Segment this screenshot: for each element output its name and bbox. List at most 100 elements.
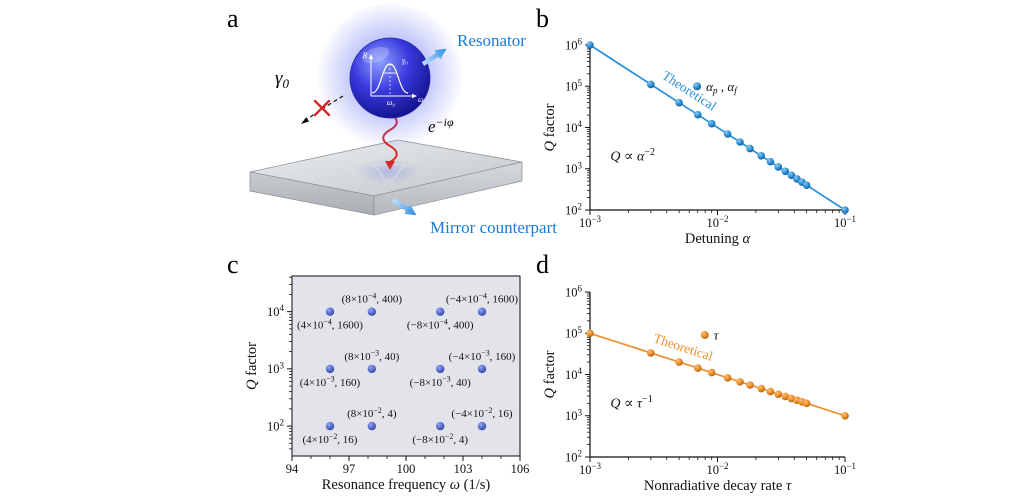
text-run: (−8×10: [410, 377, 443, 389]
data-point: [766, 387, 775, 396]
data-point: [477, 421, 487, 431]
data-point: [675, 358, 683, 366]
gamma-base: γ: [275, 68, 283, 89]
x-tick-label: 10−2: [706, 461, 728, 477]
text-run: 94: [286, 462, 299, 476]
data-point: [586, 41, 594, 49]
text-run: , 16): [337, 434, 358, 446]
text-run: , 4): [453, 434, 468, 446]
text-run: , 40): [451, 377, 472, 389]
data-point: [736, 378, 744, 386]
y-tick-label: 103: [565, 160, 583, 176]
text-run: 10: [565, 38, 578, 52]
text-run: Q: [610, 397, 620, 412]
point-label: (4×10−4, 1600): [297, 317, 363, 331]
text-run: −1: [846, 214, 856, 224]
data-point: [787, 171, 796, 180]
text-run: −2: [445, 432, 453, 441]
text-run: 10: [579, 216, 592, 230]
text-run: Resonance frequency: [322, 477, 450, 493]
text-run: −2: [644, 147, 655, 158]
text-run: 10: [565, 409, 578, 423]
gamma0-arrowhead-icon: [301, 117, 310, 124]
text-run: (−4×10: [451, 408, 484, 420]
text-run: Q: [610, 150, 620, 165]
text-run: 3: [578, 160, 583, 170]
text-run: Q: [542, 140, 558, 151]
text-run: −3: [591, 214, 601, 224]
reflection-glow: [355, 159, 421, 185]
text-run: Nonradiative decay rate: [644, 478, 786, 494]
text-run: α: [706, 79, 714, 94]
text-run: 10: [565, 121, 578, 135]
panel-label-b: b: [536, 4, 549, 33]
panel-d-chart: 10−3 10−2 10−1102103104105106τTheoreticalQ…: [542, 284, 856, 495]
text-run: (4×10: [303, 434, 330, 446]
gamma0-label: γ0: [275, 68, 290, 91]
text-run: , 400): [376, 294, 402, 306]
text-run: τ: [786, 478, 792, 494]
data-point: [746, 144, 754, 153]
text-run: (1/s): [460, 477, 490, 493]
text-run: −2: [329, 432, 337, 441]
y-tick-label: 105: [565, 78, 583, 94]
text-run: 103: [454, 462, 473, 476]
annotation: Q ∝ α−2: [610, 147, 655, 164]
reflection-curve: [371, 165, 407, 183]
x-tick-label: 103: [454, 462, 473, 476]
x-axis-label: Nonradiative decay rate τ: [644, 478, 792, 494]
data-point: [586, 329, 594, 338]
data-point: [675, 98, 683, 107]
text-run: ∝: [621, 397, 637, 412]
data-point: [802, 181, 811, 189]
y-tick-label: 104: [565, 366, 583, 382]
point-label: (4×10−2, 16): [303, 432, 358, 446]
text-run: −3: [442, 375, 450, 384]
text-run: −3: [326, 375, 334, 384]
point-label: (−8×10−3, 40): [410, 375, 471, 389]
y-tick-label: 103: [267, 360, 285, 376]
data-point: [766, 157, 775, 166]
y-tick-label: 102: [565, 202, 582, 218]
inset-y-arrowhead-icon: [368, 54, 374, 59]
data-point: [736, 138, 744, 146]
y-tick-label: 104: [565, 119, 583, 135]
text-run: 10: [834, 463, 847, 477]
data-point: [325, 421, 335, 431]
data-point: [757, 152, 765, 160]
point-label: (8×10−2, 4): [347, 406, 397, 420]
y-axis-label: Q factor: [244, 342, 260, 390]
text-run: α: [727, 79, 735, 94]
text-run: −2: [719, 214, 729, 224]
text-run: −2: [484, 406, 492, 415]
text-run: α: [742, 231, 750, 247]
text-run: ω: [450, 477, 460, 493]
text-run: 10: [267, 305, 280, 319]
text-run: 3: [578, 407, 583, 417]
y-axis-label: Q factor: [542, 103, 558, 151]
inset-x-arrowhead-icon: [412, 93, 417, 99]
text-run: factor: [244, 342, 260, 380]
text-run: −3: [481, 349, 489, 358]
text-run: 10: [834, 216, 847, 230]
point-label: (8×10−4, 400): [342, 291, 403, 305]
text-run: 2: [578, 449, 583, 459]
data-point: [694, 110, 702, 119]
text-run: 100: [397, 462, 416, 476]
data-point: [707, 368, 716, 377]
sphere-highlight: [362, 46, 390, 64]
panel-label-a: a: [227, 4, 239, 33]
text-run: (−4×10: [449, 351, 482, 363]
text-run: 6: [578, 284, 583, 294]
y-tick-label: 102: [565, 449, 582, 465]
text-run: 4: [280, 303, 285, 313]
data-point: [325, 364, 335, 374]
data-point: [802, 399, 811, 408]
text-run: (−4×10: [446, 294, 479, 306]
data-point: [367, 364, 376, 374]
gamma-sub: 0: [283, 76, 290, 91]
legend-label: τ: [714, 327, 720, 342]
text-run: factor: [542, 103, 558, 141]
point-label: (−4×10−4, 1600): [446, 291, 518, 305]
